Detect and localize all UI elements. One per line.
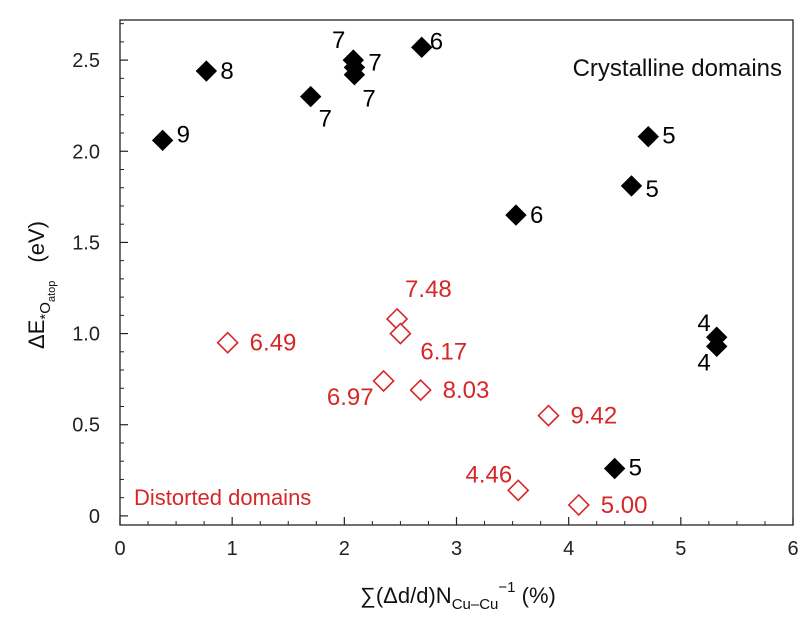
data-points bbox=[151, 36, 728, 517]
y-tick-label: 0.5 bbox=[72, 415, 100, 437]
point-label: 7 bbox=[362, 86, 375, 113]
y-tick-label: 1.5 bbox=[72, 232, 100, 254]
y-axis-title: ΔE*Oatop(eV) bbox=[24, 221, 58, 349]
crystalline-point bbox=[299, 85, 322, 108]
point-label: 9.42 bbox=[570, 403, 617, 430]
crystalline-point bbox=[151, 129, 174, 152]
point-label: 4 bbox=[697, 310, 710, 337]
y-tick-label: 1.0 bbox=[72, 324, 100, 346]
point-label: 6.49 bbox=[250, 330, 297, 357]
point-label: 4.46 bbox=[465, 461, 512, 488]
point-label: 4 bbox=[697, 349, 710, 376]
point-label: 6 bbox=[530, 202, 543, 229]
plot-frame bbox=[119, 19, 794, 526]
distorted-point bbox=[216, 331, 239, 354]
distorted-point bbox=[409, 378, 432, 402]
annotation-distorted: Distorted domains bbox=[134, 485, 311, 510]
point-label: 6.17 bbox=[420, 339, 467, 366]
point-label: 5 bbox=[662, 123, 675, 150]
distorted-point bbox=[507, 479, 530, 502]
x-tick-label: 2 bbox=[339, 538, 350, 560]
distorted-point bbox=[567, 493, 590, 517]
point-label: 6.97 bbox=[327, 384, 374, 411]
crystalline-point bbox=[195, 60, 218, 82]
point-label: 7 bbox=[319, 106, 332, 133]
x-tick-label: 6 bbox=[787, 538, 798, 560]
crystalline-point bbox=[620, 175, 643, 197]
distorted-point bbox=[537, 404, 560, 427]
point-labels: 98777766555446.496.977.486.178.034.469.4… bbox=[177, 27, 711, 519]
y-tick-label: 2.0 bbox=[72, 141, 100, 163]
y-tick-label: 2.5 bbox=[72, 50, 100, 72]
axes bbox=[119, 19, 794, 526]
distorted-point bbox=[372, 369, 395, 393]
point-label: 8.03 bbox=[443, 377, 490, 404]
crystalline-point bbox=[637, 125, 660, 148]
ticks: 0 1 2 3 4 5 6 0 0.5 1.0 1.5 2.0 2.5 bbox=[72, 23, 799, 560]
x-axis-title: ∑(Δd/d)NCu–Cu−1 (%) bbox=[360, 579, 556, 613]
x-tick-label: 5 bbox=[675, 538, 686, 560]
point-label: 7 bbox=[368, 49, 381, 76]
x-tick-label: 0 bbox=[114, 538, 125, 560]
point-label: 5 bbox=[629, 454, 642, 481]
point-label: 7.48 bbox=[405, 276, 452, 303]
point-label: 6 bbox=[430, 28, 443, 55]
x-tick-label: 1 bbox=[227, 538, 238, 560]
crystalline-point bbox=[603, 457, 626, 480]
point-label: 5.00 bbox=[601, 492, 648, 519]
crystalline-point bbox=[411, 36, 433, 59]
point-label: 8 bbox=[220, 58, 233, 85]
x-tick-label: 4 bbox=[563, 538, 574, 560]
crystalline-point bbox=[706, 335, 728, 358]
y-tick-label: 0 bbox=[89, 506, 100, 528]
crystalline-point bbox=[343, 63, 366, 86]
crystalline-point bbox=[505, 204, 527, 226]
annotation-crystalline: Crystalline domains bbox=[573, 55, 782, 82]
distorted-point bbox=[389, 322, 412, 345]
x-tick-label: 3 bbox=[451, 538, 462, 560]
point-label: 7 bbox=[332, 27, 345, 54]
point-label: 9 bbox=[177, 121, 190, 148]
point-label: 5 bbox=[645, 176, 658, 203]
